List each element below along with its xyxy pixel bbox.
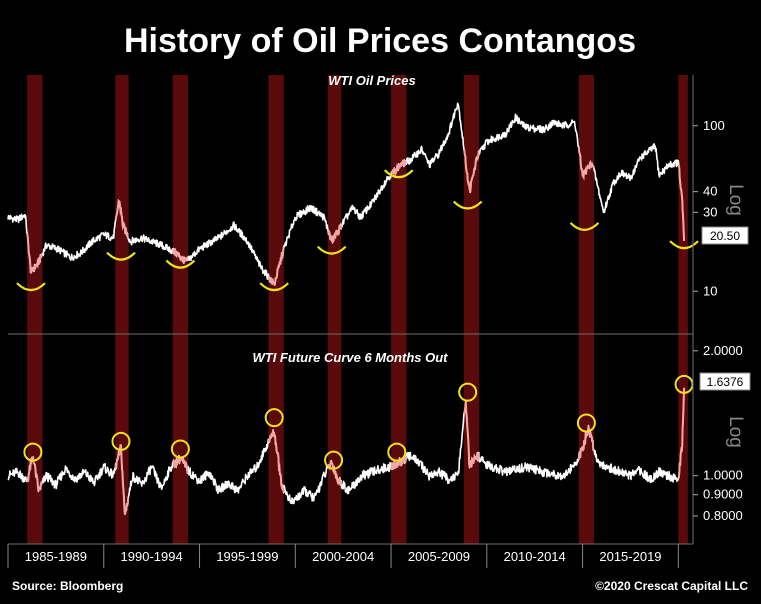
panel1-last-value: 20.50 bbox=[710, 229, 740, 243]
contango-band-2 bbox=[172, 75, 189, 544]
trough-marker-7 bbox=[569, 222, 600, 231]
y-tick-label-panel1-1: 40 bbox=[703, 184, 717, 199]
contango-band-4 bbox=[327, 75, 342, 544]
peak-marker-4 bbox=[324, 450, 344, 470]
highlight-segment-panel2-7 bbox=[577, 425, 595, 460]
y-tick-label-panel2-2: 0.9000 bbox=[703, 487, 743, 502]
panel1-last-value-badge: 20.50 bbox=[701, 226, 749, 245]
highlight-segment-panel2-6 bbox=[462, 401, 480, 468]
y-tick-label-panel1-0: 100 bbox=[703, 118, 725, 133]
trough-marker-3 bbox=[259, 282, 289, 292]
highlight-segment-panel2-3 bbox=[267, 429, 285, 493]
highlight-segment-panel2-4 bbox=[327, 460, 343, 486]
y-tick-label-panel1-3: 10 bbox=[703, 283, 717, 298]
highlight-segment-panel1-3 bbox=[267, 247, 285, 286]
y-tick-labels: 100 40 30 10 2.0000 1.0000 0.9000 0.8000 bbox=[693, 118, 743, 523]
panel2-last-value-badge: 1.6376 bbox=[699, 372, 751, 391]
panel2-badge-box bbox=[699, 372, 751, 391]
highlight-segment-panel2-8 bbox=[677, 387, 686, 478]
peak-marker-1 bbox=[111, 431, 131, 451]
trough-marker-4 bbox=[316, 245, 347, 255]
y-tick-label-panel2-1: 1.0000 bbox=[703, 468, 743, 483]
x-category-6: 2015-2019 bbox=[599, 549, 661, 564]
peak-marker-7 bbox=[576, 413, 596, 433]
peak-marker-3 bbox=[264, 408, 284, 428]
x-category-3: 2000-2004 bbox=[312, 549, 374, 564]
peak-marker-0 bbox=[23, 442, 43, 462]
highlight-segment-panel1-6 bbox=[462, 148, 480, 193]
panel1-title: WTI Oil Prices bbox=[328, 73, 415, 88]
panel1-badge-box bbox=[701, 226, 749, 245]
y-tick-label-panel1-2: 30 bbox=[703, 204, 717, 219]
highlight-segment-panel2-0 bbox=[26, 455, 44, 492]
x-category-4: 2005-2009 bbox=[408, 549, 470, 564]
peak-marker-6 bbox=[458, 382, 478, 402]
highlight-segment-panel1-2 bbox=[172, 248, 189, 264]
x-category-1: 1990-1994 bbox=[121, 549, 183, 564]
highlight-segment-panel1-1 bbox=[114, 198, 130, 240]
x-category-2: 1995-1999 bbox=[216, 549, 278, 564]
x-category-5: 2010-2014 bbox=[504, 549, 566, 564]
panel2-axis-label: Log bbox=[725, 416, 746, 448]
highlight-segment-panel1-8 bbox=[677, 164, 686, 241]
contango-band-1 bbox=[115, 75, 129, 544]
panel-wti-future-curve bbox=[7, 374, 694, 515]
trough-marker-5 bbox=[383, 169, 414, 179]
panel-wti-oil-prices bbox=[7, 102, 699, 292]
panel2-title: WTI Future Curve 6 Months Out bbox=[253, 350, 449, 365]
highlight-segment-panel1-4 bbox=[327, 221, 343, 243]
highlight-segment-panel1-5 bbox=[390, 159, 407, 177]
peak-marker-5 bbox=[387, 442, 407, 462]
highlight-segment-panel2-5 bbox=[390, 455, 407, 470]
contango-band-5 bbox=[391, 75, 407, 544]
trough-marker-1 bbox=[106, 251, 136, 261]
contango-band-7 bbox=[578, 75, 595, 544]
source-label: Source: Bloomberg bbox=[12, 579, 123, 593]
y-tick-label-panel2-0: 2.0000 bbox=[703, 343, 743, 358]
highlight-segment-panel1-7 bbox=[577, 146, 595, 181]
highlight-segment-panel1-0 bbox=[26, 233, 43, 274]
contango-band-6 bbox=[463, 75, 480, 544]
contango-band-0 bbox=[27, 75, 43, 544]
panel1-axis-label: Log bbox=[725, 184, 746, 216]
copyright-label: ©2020 Crescat Capital LLC bbox=[595, 579, 748, 593]
x-category-0: 1985-1989 bbox=[25, 549, 87, 564]
trough-marker-0 bbox=[16, 282, 46, 292]
contango-band-8 bbox=[678, 75, 688, 544]
trough-marker-6 bbox=[452, 200, 483, 210]
peak-marker-2 bbox=[170, 439, 190, 459]
x-axis-categories: 1985-1989 1990-1994 1995-1999 2000-2004 2005… bbox=[7, 544, 679, 568]
contango-band-3 bbox=[268, 75, 284, 544]
trough-marker-2 bbox=[165, 259, 196, 269]
y-tick-label-panel2-3: 0.8000 bbox=[703, 508, 743, 523]
trough-marker-8 bbox=[669, 240, 699, 250]
chart-title: History of Oil Prices Contangos bbox=[124, 22, 636, 60]
highlight-segment-panel2-1 bbox=[114, 443, 130, 515]
panel2-last-value: 1.6376 bbox=[707, 375, 744, 389]
